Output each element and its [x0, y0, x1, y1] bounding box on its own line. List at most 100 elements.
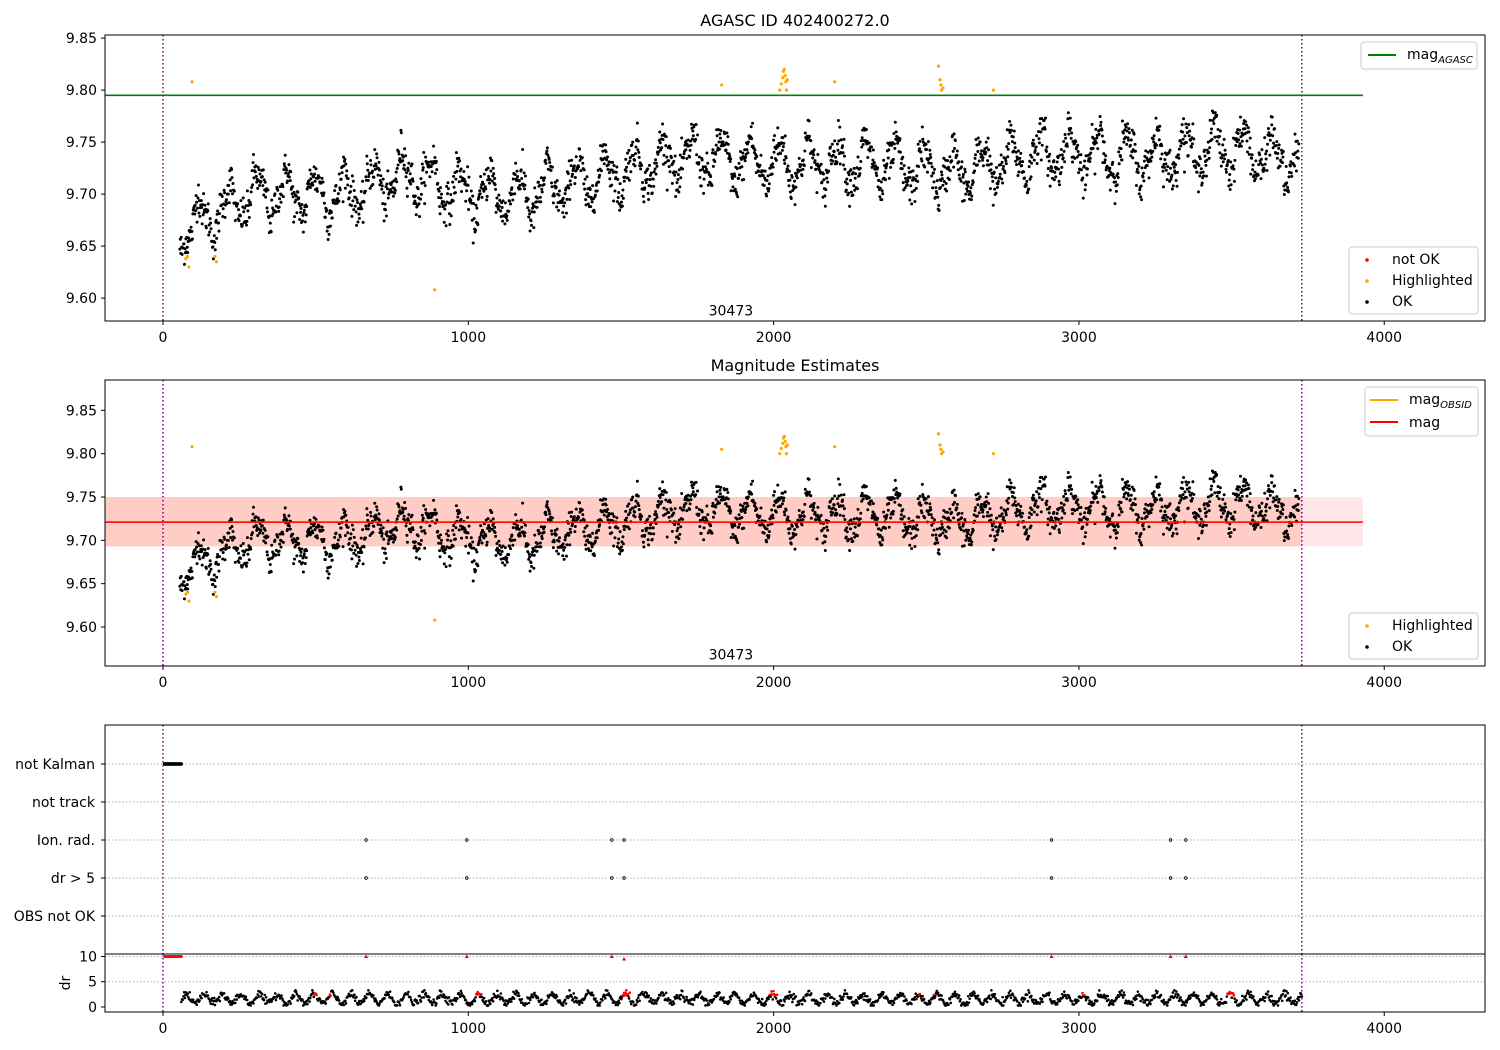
- ok-point: [940, 177, 944, 181]
- ok-point: [745, 148, 749, 152]
- ok-point: [889, 165, 893, 169]
- ok-point: [510, 186, 514, 190]
- ok-point: [969, 198, 973, 202]
- ok-point: [227, 531, 231, 535]
- ok-point: [919, 150, 923, 154]
- ok-point: [834, 155, 838, 159]
- ok-point: [439, 196, 443, 200]
- ok-point: [667, 510, 671, 514]
- ok-point: [967, 180, 971, 184]
- panel1-obsid-label: 30473: [709, 304, 754, 320]
- ok-point: [402, 514, 406, 518]
- ok-point: [572, 515, 576, 519]
- ok-point: [366, 168, 370, 172]
- ok-point: [1219, 515, 1223, 519]
- ok-point: [661, 122, 665, 126]
- ok-point: [242, 210, 246, 214]
- ok-point: [390, 537, 394, 541]
- ok-point: [1184, 122, 1188, 126]
- ok-point: [696, 489, 700, 493]
- ok-point: [1045, 145, 1049, 149]
- ok-point: [517, 179, 521, 183]
- ok-point: [814, 167, 818, 171]
- ok-point: [621, 188, 625, 192]
- ok-point: [1268, 493, 1272, 497]
- ok-point: [807, 134, 811, 138]
- ok-point: [893, 120, 897, 124]
- ok-point: [256, 165, 260, 169]
- ok-point: [1217, 490, 1221, 494]
- ok-point: [389, 183, 393, 187]
- ok-point: [186, 251, 190, 255]
- ok-point: [931, 533, 935, 537]
- ok-point: [981, 156, 985, 160]
- ok-point: [1032, 158, 1036, 162]
- ok-point: [872, 161, 876, 165]
- ok-point: [401, 508, 405, 512]
- ok-point: [372, 175, 376, 179]
- ok-point: [607, 511, 611, 515]
- ok-point: [227, 546, 231, 550]
- ok-point: [1085, 522, 1089, 526]
- ok-point: [208, 559, 212, 563]
- panel1-frame: [104, 34, 1486, 322]
- ok-point: [823, 548, 827, 552]
- ok-point: [355, 543, 359, 547]
- ok-point: [368, 171, 372, 175]
- ok-point: [1167, 151, 1171, 155]
- ok-point: [206, 546, 210, 550]
- ok-point: [833, 494, 837, 498]
- ok-point: [1197, 163, 1201, 167]
- ok-point: [1245, 494, 1249, 498]
- ok-point: [408, 172, 412, 176]
- ok-point: [801, 510, 805, 514]
- ok-point: [963, 170, 967, 174]
- ok-point: [1239, 144, 1243, 148]
- ok-point: [1177, 508, 1181, 512]
- ok-point: [664, 144, 668, 148]
- ok-point: [1057, 183, 1061, 187]
- ok-point: [930, 165, 934, 169]
- ok-point: [684, 148, 688, 152]
- panel2-legend-bottom: Highlighted OK: [1348, 612, 1479, 660]
- ok-point: [740, 165, 744, 169]
- ok-point: [282, 168, 286, 172]
- ok-point: [239, 544, 243, 548]
- ok-point: [245, 564, 249, 568]
- ok-point: [423, 184, 427, 188]
- ok-point: [215, 575, 219, 579]
- ok-point: [307, 182, 311, 186]
- ok-point: [1187, 134, 1191, 138]
- ok-point: [1099, 124, 1103, 128]
- ok-point: [1237, 144, 1241, 148]
- ok-point: [1161, 185, 1165, 189]
- ok-point: [246, 203, 250, 207]
- ok-point: [1170, 173, 1174, 177]
- ok-point: [830, 497, 834, 501]
- ok-point: [757, 169, 761, 173]
- ok-point: [1013, 146, 1017, 150]
- ok-point: [1088, 511, 1092, 515]
- ok-point: [886, 141, 890, 145]
- ok-point: [955, 502, 959, 506]
- ok-point: [924, 142, 928, 146]
- ok-point: [248, 200, 252, 204]
- ok-point: [1168, 166, 1172, 170]
- ok-point: [678, 506, 682, 510]
- ok-point: [772, 138, 776, 142]
- ok-point: [360, 207, 364, 211]
- ok-point: [583, 177, 587, 181]
- y-tick-label: 9.80: [66, 83, 97, 99]
- ok-point: [1119, 507, 1123, 511]
- ok-point: [471, 194, 475, 198]
- ok-point: [884, 178, 888, 182]
- ok-point: [687, 144, 691, 148]
- ok-point: [847, 173, 851, 177]
- ok-point: [187, 236, 191, 240]
- ok-point: [957, 511, 961, 515]
- ok-point: [825, 525, 829, 529]
- ok-point: [573, 176, 577, 180]
- ok-point: [1195, 170, 1199, 174]
- ok-point: [635, 121, 639, 125]
- ok-point: [557, 536, 561, 540]
